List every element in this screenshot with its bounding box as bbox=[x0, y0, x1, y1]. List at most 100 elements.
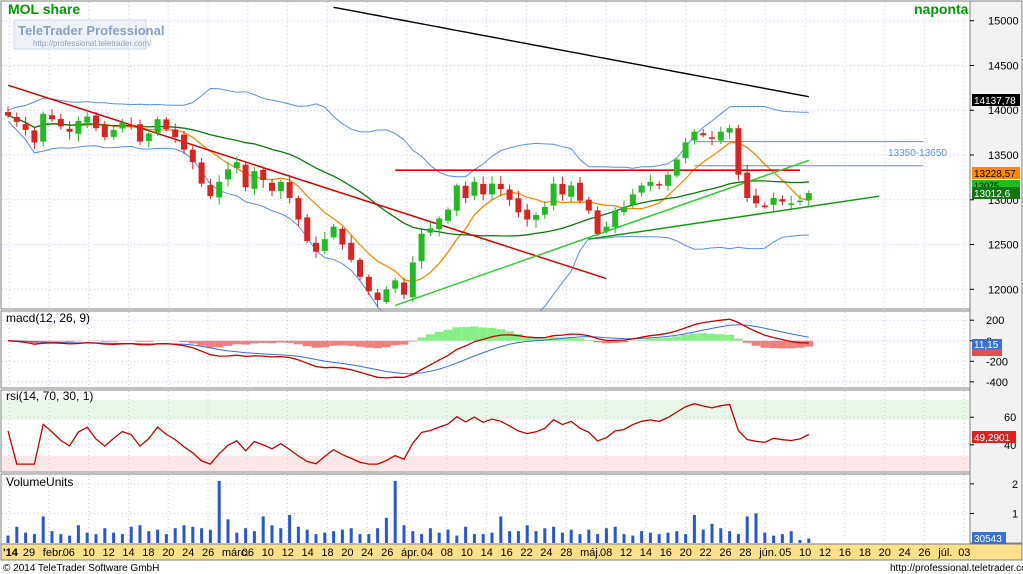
macd-histogram-bar bbox=[610, 340, 620, 343]
macd-histogram-bar bbox=[346, 340, 356, 346]
macd-histogram-bar bbox=[329, 340, 338, 346]
candle-body-up bbox=[216, 181, 223, 198]
volume-bar bbox=[578, 534, 582, 543]
date-tick-label: febr. bbox=[43, 547, 64, 559]
candle-body-up bbox=[533, 214, 539, 220]
macd-histogram-bar bbox=[320, 340, 330, 348]
uptrend-support-line-2 bbox=[588, 195, 880, 240]
date-axis: '14 29 febr.06 10 12 14 18 20 24 26 márc.06 10 12 14 1… bbox=[3, 547, 970, 559]
date-tick-label: jún. bbox=[758, 547, 777, 559]
macd-histogram-bar bbox=[531, 337, 541, 341]
macd-histogram-bar bbox=[443, 329, 453, 341]
macd-histogram-bar bbox=[109, 340, 118, 342]
date-tick-label: 12 bbox=[282, 547, 294, 559]
period-label: naponta bbox=[914, 1, 969, 17]
date-tick-label: 08 bbox=[600, 547, 612, 559]
volume-bar bbox=[226, 519, 230, 543]
volume-bar bbox=[499, 516, 503, 543]
macd-histogram-bar bbox=[214, 340, 224, 348]
macd-lines bbox=[7, 318, 809, 379]
candle-body-down bbox=[709, 137, 715, 139]
candle-body-down bbox=[93, 115, 99, 129]
candle-body-up bbox=[110, 129, 117, 137]
macd-histogram-bar bbox=[56, 340, 66, 342]
volume-bar bbox=[358, 534, 362, 543]
candle-body-up bbox=[453, 185, 460, 211]
volume-bar bbox=[437, 532, 441, 543]
date-tick-label: ápr. bbox=[401, 547, 419, 559]
volume-bar bbox=[631, 535, 635, 543]
macd-histogram-bar bbox=[593, 340, 602, 343]
candle-body-down bbox=[198, 162, 205, 184]
macd-histogram-bar bbox=[716, 334, 726, 341]
copyright-text: © 2014 TeleTrader Software GmbH bbox=[3, 563, 159, 574]
candle-body-down bbox=[172, 129, 179, 138]
volume-bar bbox=[288, 514, 292, 543]
macd-histogram-bar bbox=[399, 340, 409, 345]
date-tick-label: 28 bbox=[560, 547, 572, 559]
volume-bar bbox=[50, 531, 54, 543]
volume-bar bbox=[103, 528, 107, 543]
candle-body-down bbox=[779, 199, 786, 202]
date-tick-label: 10 bbox=[262, 547, 274, 559]
candle-body-down bbox=[559, 183, 566, 195]
candle-body-up bbox=[321, 239, 328, 251]
volume-bar bbox=[692, 514, 696, 543]
candle-body-down bbox=[480, 183, 487, 195]
candle-body-down bbox=[753, 195, 759, 204]
volume-bar bbox=[85, 532, 89, 543]
date-tick-label: máj. bbox=[580, 547, 601, 559]
candle-body-up bbox=[717, 131, 724, 141]
candle-body-down bbox=[462, 185, 469, 198]
volume-bar bbox=[640, 531, 644, 543]
macd-histogram-bar bbox=[197, 340, 206, 346]
candle-body-up bbox=[788, 203, 795, 205]
macd-title: macd(12, 26, 9) bbox=[6, 311, 90, 325]
date-tick-label: márc. bbox=[222, 547, 250, 559]
volume-bar bbox=[305, 529, 309, 543]
macd-histogram-bar bbox=[382, 340, 391, 348]
candlesticks bbox=[5, 106, 812, 307]
macd-histogram-bar bbox=[725, 334, 734, 341]
macd-histogram-bar bbox=[795, 340, 805, 348]
candle-body-up bbox=[726, 128, 733, 133]
price-pane[interactable] bbox=[0, 0, 971, 330]
candle-body-down bbox=[57, 118, 64, 127]
macd-histogram-bar bbox=[514, 333, 523, 341]
macd-pane[interactable] bbox=[0, 310, 971, 389]
candle-body-down bbox=[761, 205, 768, 208]
volume-tick-label: 2 bbox=[1012, 479, 1018, 491]
macd-histogram-bar bbox=[558, 337, 567, 341]
date-tick-label: 18 bbox=[142, 547, 154, 559]
price-tick-label: 14500 bbox=[988, 60, 1019, 72]
volume-pane[interactable] bbox=[0, 473, 971, 545]
volume-bar bbox=[745, 516, 749, 543]
date-tick-label: 08 bbox=[441, 547, 453, 559]
volume-bar bbox=[200, 528, 204, 543]
candle-body-down bbox=[304, 217, 311, 241]
macd-histogram-bar bbox=[681, 334, 690, 341]
date-tick-label: 29 bbox=[23, 547, 35, 559]
rsi-pane[interactable] bbox=[0, 389, 971, 473]
macd-histogram-bar bbox=[241, 340, 250, 345]
macd-histogram-bar bbox=[267, 340, 277, 344]
date-tick-label: 26 bbox=[381, 547, 393, 559]
candle-body-up bbox=[550, 183, 557, 206]
candle-body-down bbox=[128, 125, 135, 127]
candle-body-down bbox=[31, 130, 38, 143]
macd-histogram-bar bbox=[742, 340, 752, 343]
candle-body-up bbox=[770, 197, 777, 205]
macd-tick-label: -200 bbox=[986, 356, 1008, 368]
price-tick-label: 12000 bbox=[988, 284, 1019, 296]
volume-bar bbox=[604, 528, 608, 543]
candle-body-down bbox=[339, 228, 346, 245]
date-tick-label: 10 bbox=[83, 547, 95, 559]
macd-histogram-bar bbox=[734, 338, 743, 341]
macd-histogram-bar bbox=[408, 340, 418, 342]
macd-histogram-bar bbox=[188, 340, 198, 344]
candle-body-up bbox=[805, 193, 812, 201]
macd-histogram-bar bbox=[285, 340, 294, 343]
macd-histogram-bar bbox=[637, 339, 646, 341]
rsi-value-text: 49,2901 bbox=[974, 433, 1011, 444]
